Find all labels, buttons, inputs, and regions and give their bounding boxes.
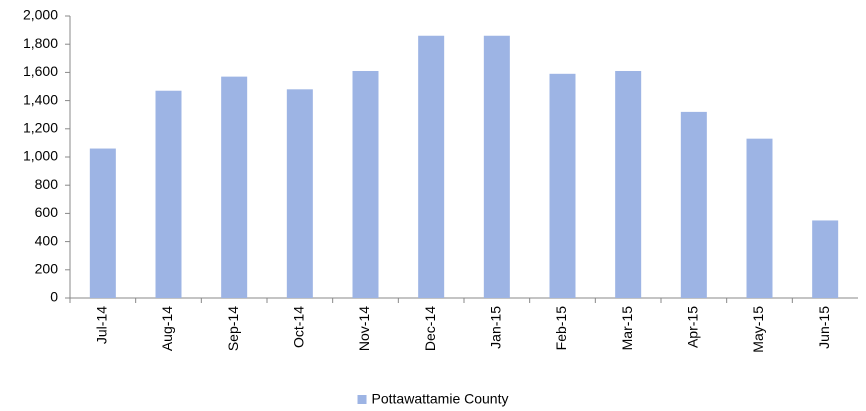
bar — [746, 138, 773, 298]
bar — [418, 35, 445, 299]
y-tick-label: 1,000 — [23, 148, 58, 164]
y-tick-label: 2,000 — [23, 7, 58, 23]
bar — [483, 35, 510, 299]
x-tick-label: Sep-14 — [225, 306, 241, 351]
y-tick-label: 400 — [35, 232, 59, 248]
y-tick-label: 600 — [35, 204, 59, 220]
x-tick-label: Aug-14 — [159, 306, 175, 351]
x-tick-label: Nov-14 — [356, 306, 372, 351]
bar — [680, 111, 707, 298]
bar — [221, 76, 248, 298]
x-tick-label: Dec-14 — [422, 306, 438, 351]
y-tick-label: 0 — [50, 289, 58, 305]
bar — [615, 70, 642, 299]
bar — [155, 90, 182, 298]
x-tick-label: Jun-15 — [816, 306, 832, 349]
x-tick-label: Mar-15 — [619, 306, 635, 351]
bar — [286, 89, 313, 298]
y-tick-label: 1,600 — [23, 63, 58, 79]
x-tick-label: Apr-15 — [685, 306, 701, 348]
x-tick-label: May-15 — [750, 306, 766, 353]
y-tick-label: 800 — [35, 176, 59, 192]
bar — [812, 220, 839, 298]
x-tick-label: Oct-14 — [291, 306, 307, 348]
bar — [549, 73, 576, 298]
y-tick-label: 200 — [35, 261, 59, 277]
bar — [89, 148, 116, 298]
x-tick-label: Feb-15 — [553, 306, 569, 351]
legend-swatch — [357, 395, 367, 404]
y-tick-label: 1,400 — [23, 91, 58, 107]
x-tick-label: Jan-15 — [488, 306, 504, 349]
legend-label: Pottawattamie County — [372, 391, 509, 407]
x-tick-label: Jul-14 — [94, 306, 110, 344]
y-tick-label: 1,800 — [23, 35, 58, 51]
y-tick-label: 1,200 — [23, 120, 58, 136]
bar — [352, 70, 379, 299]
